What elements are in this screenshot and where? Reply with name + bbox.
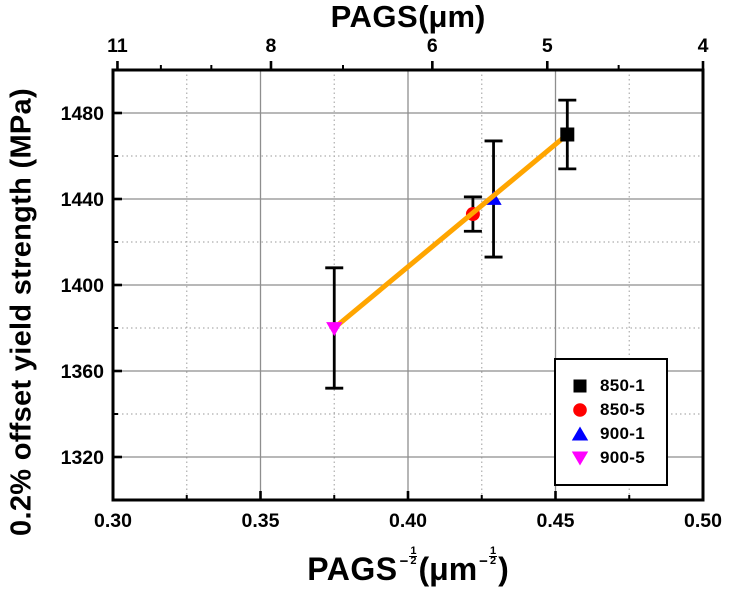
x-tick-label: 0.50 — [684, 510, 722, 532]
circle-glyph — [573, 403, 587, 417]
x-tick-label: 0.45 — [537, 510, 575, 532]
legend-label: 850-1 — [600, 376, 645, 395]
legend-item-900-5: 900-5 — [569, 448, 666, 467]
fit-line — [331, 132, 570, 331]
x-axis-exponent: −1 2 — [399, 545, 418, 570]
circle-icon — [573, 403, 587, 417]
top-axis-title-base: PAGS — [330, 0, 419, 34]
x-axis-title-base: PAGS — [307, 551, 398, 587]
square-glyph — [573, 379, 587, 393]
x-axis-title-close: ) — [498, 551, 509, 587]
x-axis-unit-exponent: −1 2 — [479, 545, 498, 570]
marker-850-1 — [560, 127, 575, 142]
x-tick-label: 0.30 — [94, 510, 132, 532]
legend-label: 900-5 — [600, 448, 645, 467]
square-icon — [573, 379, 587, 393]
x-tick-label: 0.40 — [389, 510, 427, 532]
legend-item-900-1: 900-1 — [569, 424, 666, 443]
legend: 850-1 850-5 900-1 900-5 — [554, 358, 668, 486]
y-tick-label: 1360 — [61, 361, 105, 383]
y-tick-label: 1440 — [61, 189, 105, 211]
top-tick-label: 6 — [427, 35, 438, 57]
legend-item-850-1: 850-1 — [569, 376, 666, 395]
legend-label: 900-1 — [600, 424, 645, 443]
top-tick-label: 11 — [107, 35, 128, 57]
y-tick-label: 1320 — [61, 447, 105, 469]
triangle-down-icon — [571, 451, 589, 466]
triangle-up-glyph — [571, 426, 589, 441]
legend-label: 850-5 — [600, 400, 645, 419]
top-axis-title: PAGS(μm) — [113, 0, 703, 34]
triangle-up-icon — [571, 426, 589, 441]
y-tick-label: 1400 — [61, 275, 105, 297]
marker-900-5 — [326, 322, 343, 337]
top-tick-label: 5 — [542, 35, 553, 57]
top-axis-title-unit: (μm) — [418, 0, 486, 34]
top-tick-label: 4 — [698, 35, 709, 57]
y-tick-label: 1480 — [61, 103, 105, 125]
y-axis-title: 0.2% offset yield strength (MPa) — [5, 88, 38, 536]
x-tick-label: 0.35 — [242, 510, 280, 532]
x-axis-title-unit: (μm — [418, 551, 478, 587]
legend-item-850-5: 850-5 — [569, 400, 666, 419]
triangle-down-glyph — [571, 451, 589, 466]
top-tick-label: 8 — [266, 35, 277, 57]
x-axis-title: PAGS −1 2 (μm −1 2) — [113, 542, 703, 589]
